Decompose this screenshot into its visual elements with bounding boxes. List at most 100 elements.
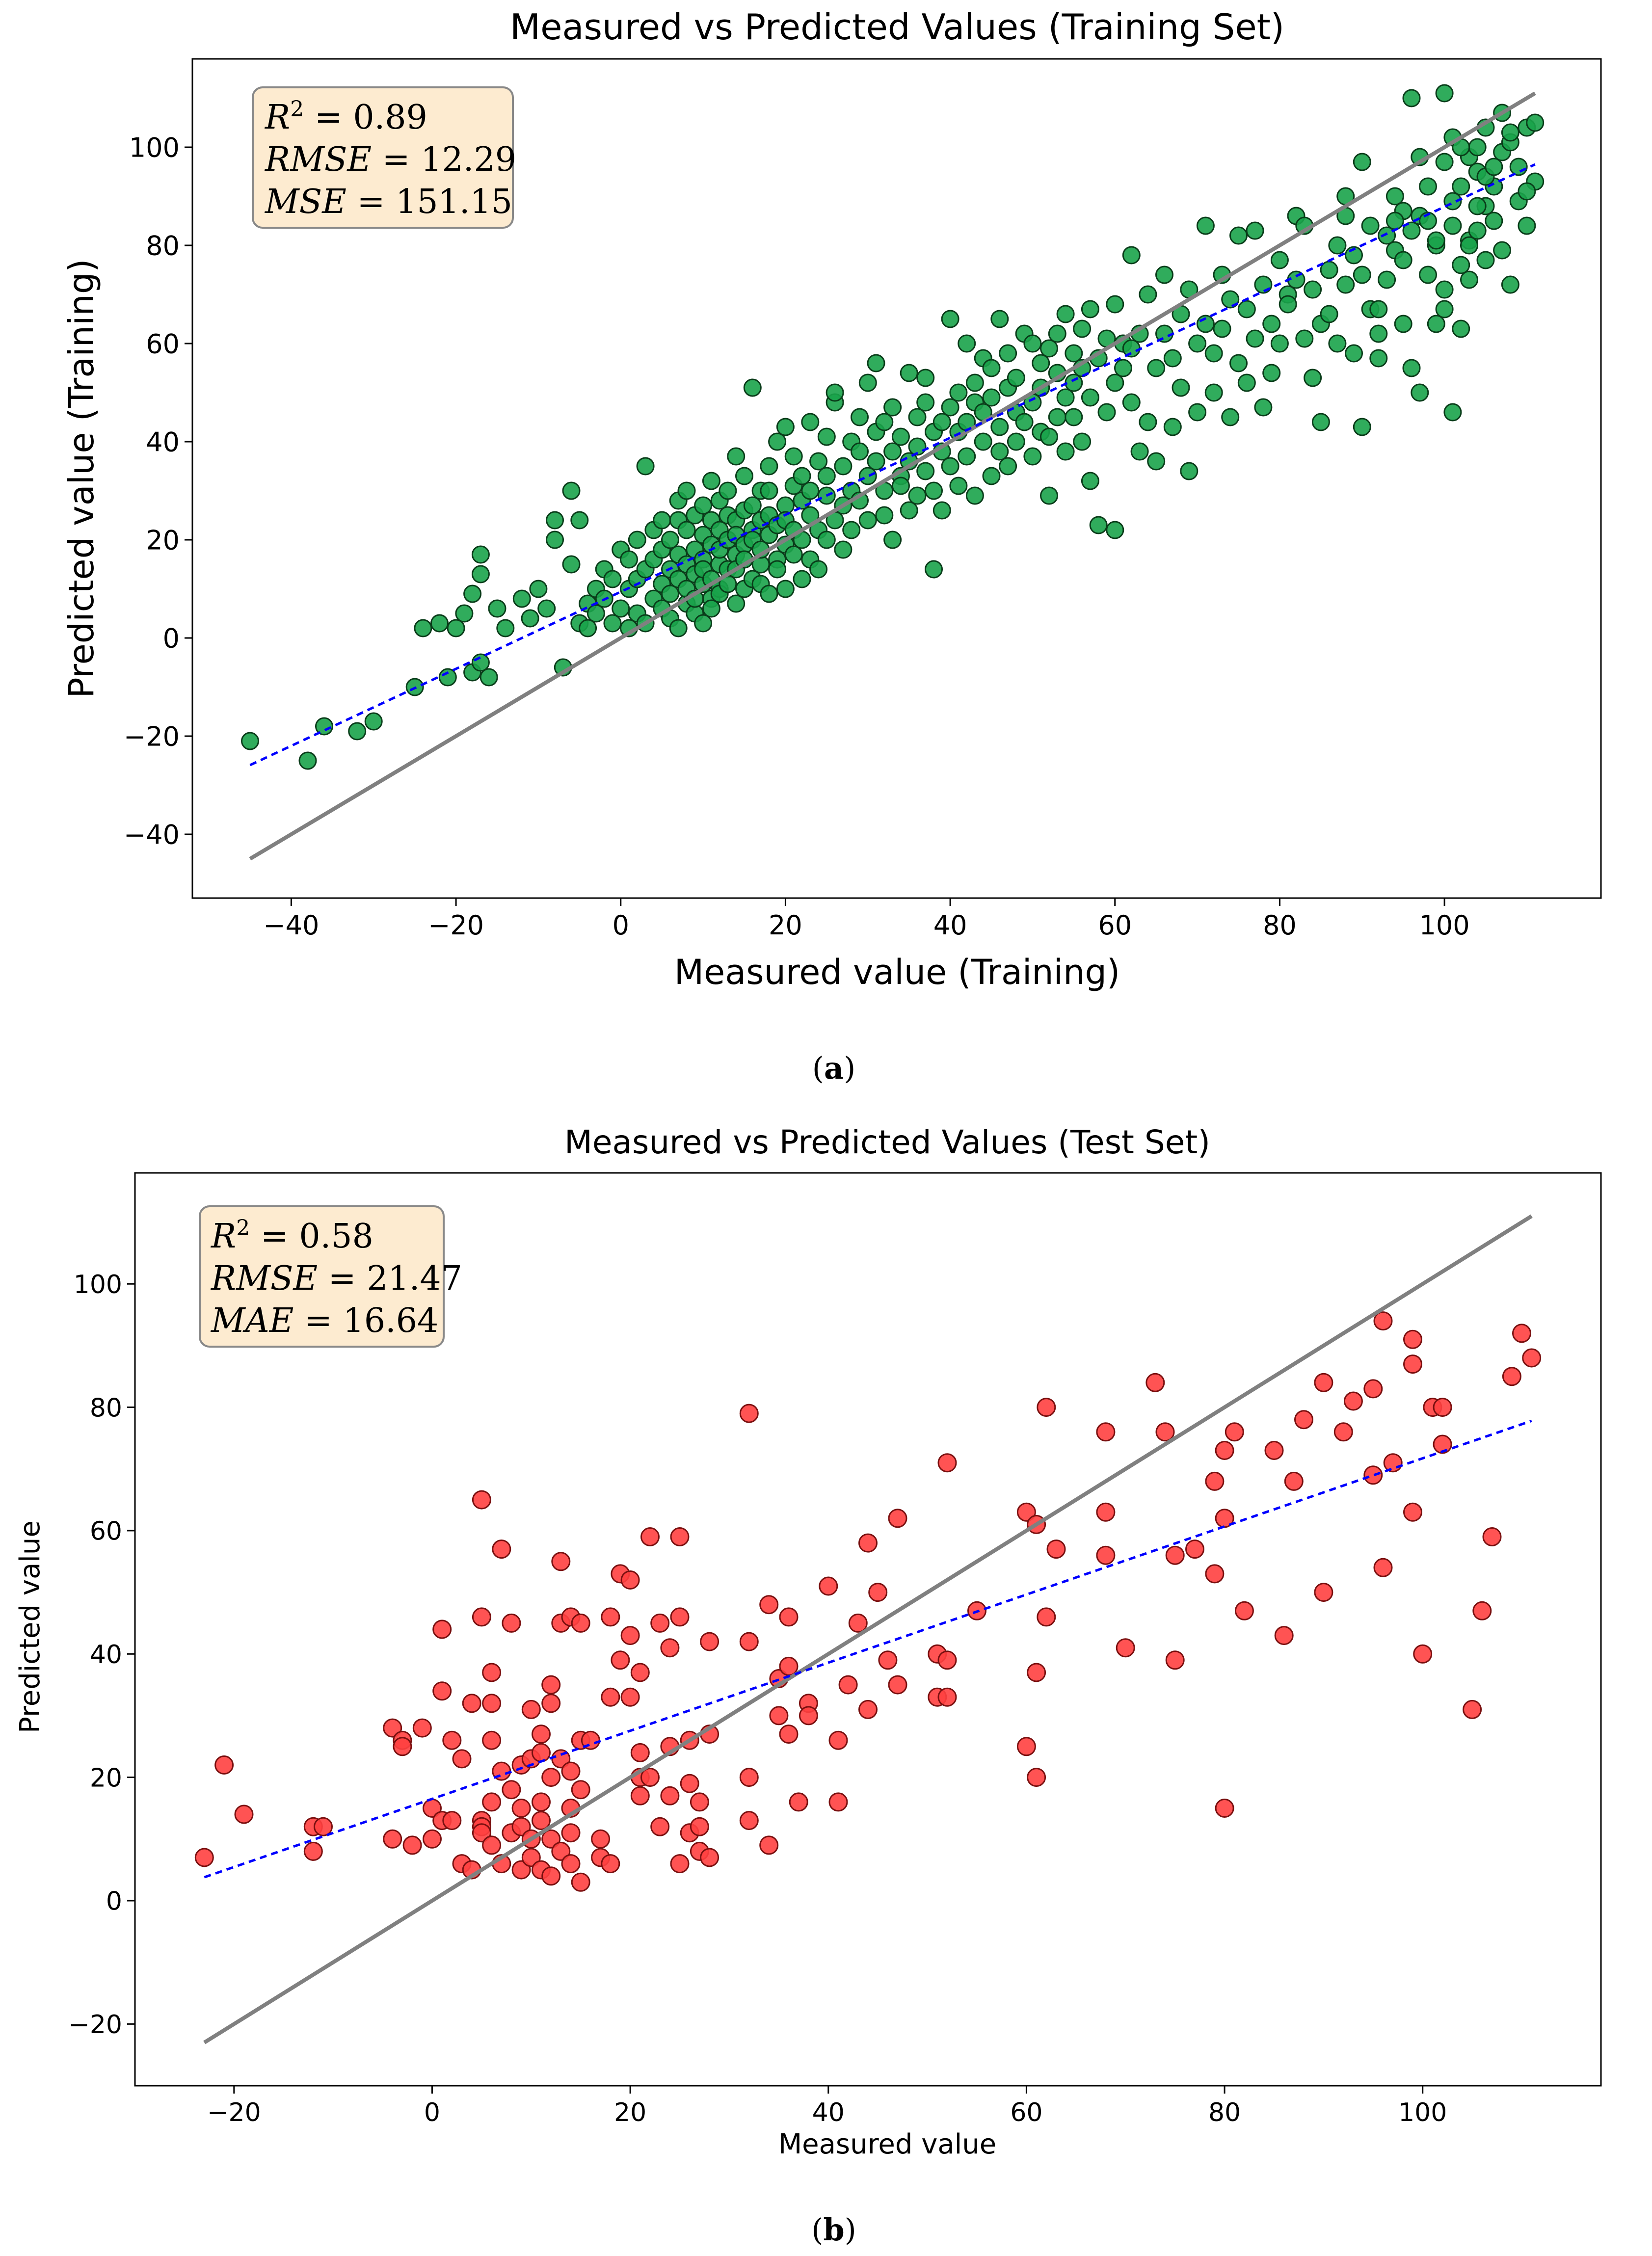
data-point (1452, 256, 1470, 274)
data-point (1493, 241, 1512, 260)
data-point (1394, 251, 1412, 269)
data-point (561, 1761, 581, 1781)
data-point (551, 1552, 571, 1571)
chart-test-ylabel: Predicted value (14, 1520, 46, 1733)
data-point (1027, 1768, 1046, 1787)
data-point (303, 1841, 323, 1861)
y-tick-label: 100 (74, 1270, 122, 1300)
data-point (1205, 1564, 1225, 1584)
data-point (561, 1854, 581, 1874)
stat-mse-training: MSE = 151.15 (264, 183, 512, 221)
data-point (1155, 1422, 1175, 1442)
data-point (799, 1706, 818, 1725)
data-point (958, 447, 976, 466)
data-point (482, 1835, 502, 1855)
data-point (571, 1613, 590, 1633)
data-point (1472, 1601, 1492, 1620)
data-point (1402, 359, 1421, 377)
chart-training-xlabel: Measured value (Training) (674, 952, 1120, 992)
ideal-line (249, 91, 1536, 861)
data-point (925, 560, 943, 579)
data-point (1502, 1367, 1521, 1386)
data-point (1204, 383, 1223, 402)
data-point (462, 1694, 481, 1713)
data-point (727, 594, 746, 613)
data-point (793, 570, 811, 588)
data-point (760, 457, 778, 476)
data-point (1040, 427, 1058, 446)
data-point (1032, 354, 1050, 372)
data-point (1139, 413, 1157, 431)
data-point (858, 1699, 878, 1719)
data-point (739, 1768, 759, 1787)
data-point (1452, 177, 1470, 196)
data-point (414, 619, 432, 637)
data-point (677, 481, 696, 500)
x-tick-label: −40 (263, 910, 319, 941)
data-point (472, 1607, 491, 1627)
data-point (779, 1656, 799, 1676)
data-point (447, 619, 465, 637)
data-point (660, 1638, 680, 1658)
data-point (463, 584, 482, 603)
x-tick-label: 40 (933, 910, 967, 941)
data-point (1427, 231, 1445, 250)
stat-rmse-training: RMSE = 12.29 (264, 140, 516, 179)
data-point (1056, 442, 1075, 461)
data-point (1383, 1453, 1403, 1473)
data-point (1353, 265, 1371, 284)
data-point (838, 1675, 858, 1695)
data-point (1172, 378, 1190, 397)
data-point (1147, 452, 1166, 471)
data-point (670, 1527, 690, 1546)
data-point (661, 531, 679, 549)
chart-test-stats-box-bg (199, 1205, 445, 1348)
y-tick-label: 60 (146, 328, 180, 359)
data-point (817, 427, 836, 446)
data-point (1386, 212, 1404, 230)
data-point (1106, 373, 1124, 392)
data-point (834, 457, 853, 476)
data-point (1081, 388, 1099, 407)
data-point (916, 462, 935, 480)
data-point (601, 1687, 620, 1707)
data-point (1262, 315, 1281, 333)
data-point (541, 1694, 561, 1713)
data-point (867, 354, 885, 372)
data-point (933, 501, 951, 520)
data-point (1225, 1422, 1244, 1442)
data-point (1056, 388, 1075, 407)
data-point (1122, 393, 1141, 412)
data-point (1165, 1545, 1185, 1565)
stat-r2-training: R2 = 0.89 (264, 97, 427, 137)
data-point (702, 599, 720, 618)
data-point (1435, 153, 1454, 171)
data-point (916, 393, 935, 412)
y-tick-label: 80 (90, 1393, 122, 1423)
data-point (1188, 403, 1207, 422)
data-point (661, 584, 679, 603)
data-point (432, 1619, 452, 1639)
data-point (809, 452, 828, 471)
data-point (1369, 300, 1388, 318)
data-point (828, 1792, 848, 1812)
data-point (1402, 89, 1421, 107)
data-point (1205, 1471, 1225, 1491)
data-point (702, 472, 720, 490)
data-point (1215, 1441, 1234, 1460)
data-point (982, 467, 1001, 485)
data-point (579, 619, 597, 637)
data-point (908, 486, 927, 505)
data-point (521, 1699, 541, 1719)
data-point (1270, 334, 1289, 353)
x-tick-label: 0 (613, 910, 629, 941)
data-point (937, 1687, 957, 1707)
data-point (1353, 153, 1371, 171)
y-tick-label: −40 (124, 819, 180, 850)
data-point (1048, 324, 1066, 343)
data-point (735, 467, 753, 485)
data-point (452, 1749, 472, 1769)
chart-test-plot-frame (134, 1172, 1602, 2087)
x-tick-label: 100 (1398, 2098, 1447, 2127)
data-point (1246, 329, 1264, 348)
